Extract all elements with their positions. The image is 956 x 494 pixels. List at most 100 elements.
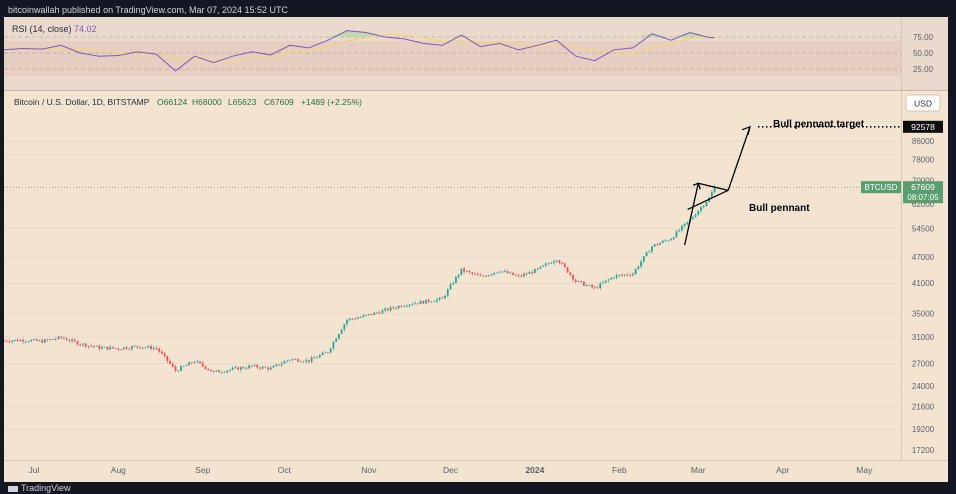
candle-body [163, 353, 166, 356]
candle-body [455, 276, 457, 284]
candle-body [444, 295, 446, 299]
candle-body [196, 361, 199, 363]
candle-body [8, 341, 11, 343]
price-tick-label: 54500 [912, 225, 935, 234]
candle-body [395, 308, 397, 309]
candle-body [563, 263, 566, 268]
time-tick-label: Mar [691, 465, 706, 475]
current-price-text: 67609 [911, 182, 935, 192]
candle-body [531, 271, 534, 274]
candle-body [498, 271, 501, 273]
candle-body [403, 305, 406, 307]
candle-body [27, 341, 30, 343]
candle-body [525, 273, 528, 275]
ohlc-open: O66124 [157, 97, 188, 107]
candle-body [602, 282, 604, 284]
candle-body [275, 364, 278, 366]
price-tick-label: 62000 [912, 200, 935, 209]
candle-body [182, 365, 185, 367]
candle-body [580, 281, 583, 282]
price-axis: 86000 78000 70000 62000 54500 47000 41000 35000… [912, 137, 935, 455]
candle-body [653, 244, 656, 247]
candle-body [640, 261, 642, 267]
currency-button-label[interactable]: USD [914, 99, 932, 109]
candle-body [215, 370, 218, 372]
candle-body [373, 312, 376, 315]
candle-body [62, 337, 65, 339]
ohlc-high: H68000 [192, 97, 222, 107]
pennant-annotation: Bull pennant [749, 203, 810, 214]
candle-body [427, 299, 430, 302]
ticker-text: BTCUSD [865, 183, 898, 192]
candle-body [327, 352, 329, 354]
rsi-lines [4, 30, 715, 72]
candle-body [174, 366, 177, 371]
candle-body [558, 260, 561, 264]
candle-body [476, 273, 479, 276]
candle-body [493, 272, 495, 275]
candle-body [169, 361, 171, 364]
rsi-line [4, 30, 715, 72]
pennant-upper-line [698, 182, 729, 191]
candle-body [705, 202, 708, 206]
candle-body [702, 205, 705, 208]
candle-body [593, 287, 596, 289]
candle-body [68, 340, 71, 342]
time-tick-label: Sep [195, 465, 210, 475]
currency-button-frame[interactable] [905, 94, 941, 112]
candle-body [422, 300, 425, 304]
candle-body [253, 365, 256, 367]
candle-body [433, 301, 436, 303]
candle-body [125, 347, 128, 349]
candle-body [536, 268, 539, 270]
candle-body [533, 268, 536, 274]
candle-body [686, 221, 689, 224]
time-tick-label: May [856, 465, 873, 475]
candle-body [185, 365, 188, 366]
candle-body [13, 339, 16, 341]
candle-body [346, 319, 348, 325]
candle-body [201, 363, 204, 367]
candle-body [84, 343, 87, 347]
candle-body [204, 366, 207, 369]
candle-body [95, 345, 98, 347]
currency-button[interactable]: USD [905, 94, 941, 112]
candle-body [210, 369, 212, 372]
candle-body [482, 275, 485, 277]
candle-body [324, 352, 327, 354]
candle-body [675, 231, 678, 238]
time-tick-label: 2024 [525, 465, 544, 475]
candle-body [632, 273, 634, 276]
candle-body [150, 346, 152, 350]
candle-body [71, 339, 73, 341]
candle-body [294, 359, 297, 360]
candle-body [33, 339, 35, 340]
candle-body [495, 272, 498, 274]
candle-body [351, 318, 354, 320]
candle-body [65, 338, 68, 341]
target-price-badge [903, 120, 943, 133]
candle-body [87, 345, 90, 347]
candle-body [340, 329, 343, 335]
candle-body [152, 348, 155, 350]
candle-body [544, 263, 547, 266]
candle-body [114, 348, 117, 350]
candle-body [242, 367, 245, 369]
chart-area[interactable]: 75.00 50.00 25.00 RSI (14, close) 74.02 Bi… [4, 17, 948, 482]
candle-body [610, 277, 613, 280]
candle-body [457, 274, 460, 277]
current-price-badge [903, 181, 943, 204]
candle-body [335, 338, 338, 342]
candle-body [283, 361, 286, 364]
chart-svg[interactable]: 75.00 50.00 25.00 RSI (14, close) 74.02 Bi… [4, 17, 948, 482]
candle-body [122, 347, 125, 350]
candle-body [376, 312, 378, 314]
candle-body [430, 301, 433, 303]
candle-body [484, 275, 487, 277]
rsi-ma-line [4, 34, 715, 62]
tradingview-footer: TradingView [8, 483, 71, 493]
candle-body [278, 364, 280, 366]
candle-body [302, 361, 305, 363]
candle-body [166, 355, 169, 362]
candle-body [120, 349, 122, 351]
